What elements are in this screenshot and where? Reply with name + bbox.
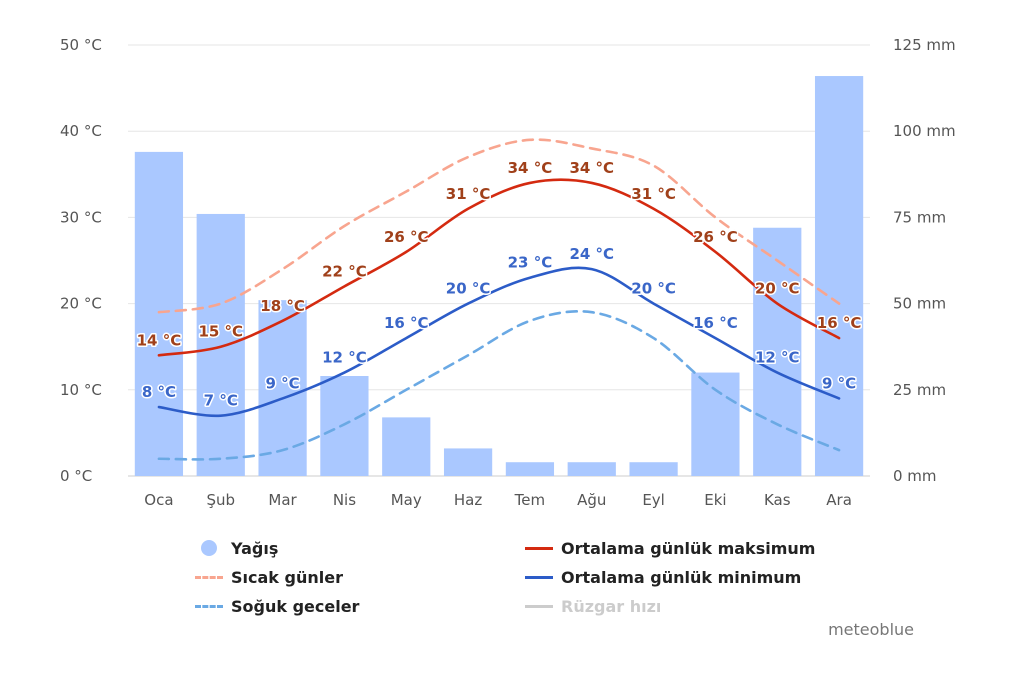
legend-label: Sıcak günler — [231, 567, 343, 587]
right-axis-tick-label: 50 mm — [893, 295, 946, 313]
right-axis-tick-label: 25 mm — [893, 381, 946, 399]
legend-item-precipitation[interactable]: Yağış — [195, 535, 278, 561]
precipitation-dot-icon — [195, 540, 223, 556]
precipitation-bar — [753, 227, 802, 476]
min-data-label: 9 °C — [822, 374, 856, 392]
max-data-label: 16 °C — [817, 314, 862, 332]
x-axis-tick-label: Haz — [454, 491, 482, 509]
precipitation-bar — [567, 462, 616, 476]
min-data-label: 12 °C — [322, 349, 367, 367]
legend-label: Yağış — [231, 538, 279, 558]
x-axis-tick-label: May — [391, 491, 422, 509]
x-axis-tick-label: Nis — [333, 491, 356, 509]
temperature-lines — [157, 138, 841, 461]
max-line — [157, 178, 841, 357]
legend-item-hot-days[interactable]: Sıcak günler — [195, 564, 343, 590]
left-axis-tick-label: 40 °C — [60, 122, 102, 140]
min-data-label: 8 °C — [142, 383, 176, 401]
solid-line-icon — [525, 540, 553, 556]
min-data-label: 16 °C — [384, 314, 429, 332]
min-data-label: 23 °C — [508, 254, 553, 272]
max-data-label: 34 °C — [508, 159, 553, 177]
precipitation-bars — [134, 76, 864, 477]
max-data-label: 31 °C — [631, 185, 676, 203]
hot-line — [157, 138, 841, 314]
x-axis-tick-label: Eki — [704, 491, 726, 509]
left-axis-tick-label: 50 °C — [60, 36, 102, 54]
right-axis-tick-label: 75 mm — [893, 208, 946, 226]
x-axis-tick-label: Kas — [764, 491, 791, 509]
precipitation-bar — [196, 213, 245, 476]
legend-item-cold-nights[interactable]: Soğuk geceler — [195, 593, 359, 619]
legend-label: Ortalama günlük maksimum — [561, 538, 816, 558]
x-axis-tick-label: Mar — [268, 491, 297, 509]
min-line — [157, 266, 841, 418]
min-data-label: 20 °C — [631, 280, 676, 298]
max-data-label: 34 °C — [569, 159, 614, 177]
solid-line-icon — [525, 598, 553, 614]
max-data-label: 15 °C — [198, 323, 243, 341]
min-data-label: 24 °C — [569, 245, 614, 263]
x-axis-tick-label: Şub — [206, 491, 235, 509]
left-axis-tick-label: 30 °C — [60, 208, 102, 226]
precipitation-bar — [814, 76, 864, 477]
max-data-label: 26 °C — [384, 228, 429, 246]
left-axis-tick-label: 10 °C — [60, 381, 102, 399]
legend-item-wind-speed[interactable]: Rüzgar hızı — [525, 593, 661, 619]
x-axis-tick-label: Eyl — [642, 491, 665, 509]
x-axis-tick-label: Tem — [514, 491, 545, 509]
cold-line — [157, 310, 841, 461]
precipitation-bar — [134, 151, 184, 476]
dashed-line-icon — [195, 569, 223, 585]
precipitation-bar — [443, 448, 493, 476]
precipitation-bar — [320, 376, 369, 476]
precipitation-bar — [505, 462, 555, 476]
grid-lines — [128, 44, 870, 477]
max-data-label: 20 °C — [755, 280, 800, 298]
right-axis-tick-label: 0 mm — [893, 467, 937, 485]
solid-line-icon — [525, 569, 553, 585]
axis-labels: 0 °C 10 °C 20 °C 30 °C 40 °C 50 °C 0 mm 25 mm 50… — [60, 36, 956, 509]
max-data-label: 22 °C — [322, 262, 367, 280]
credit-text[interactable]: meteoblue — [828, 620, 914, 639]
legend-label: Rüzgar hızı — [561, 596, 662, 616]
precipitation-bar — [691, 372, 740, 476]
right-axis-tick-label: 100 mm — [893, 122, 956, 140]
min-data-label: 9 °C — [265, 374, 299, 392]
climate-chart: 14 °C 15 °C 18 °C 22 °C 26 °C 31 °C 34 °C 34 °C… — [60, 36, 956, 509]
max-data-label: 26 °C — [693, 228, 738, 246]
max-data-label: 14 °C — [137, 331, 182, 349]
x-axis-tick-label: Ara — [826, 491, 852, 509]
x-axis-tick-label: Ağu — [577, 491, 606, 509]
dashed-line-icon — [195, 598, 223, 614]
legend-label: Soğuk geceler — [231, 596, 360, 616]
min-data-label: 7 °C — [204, 392, 238, 410]
legend-item-avg-min[interactable]: Ortalama günlük minimum — [525, 564, 801, 590]
right-axis-tick-label: 125 mm — [893, 36, 956, 54]
legend-label: Ortalama günlük minimum — [561, 567, 802, 587]
max-data-label: 31 °C — [446, 185, 491, 203]
min-data-label: 12 °C — [755, 349, 800, 367]
x-axis-tick-label: Oca — [144, 491, 173, 509]
min-data-label: 20 °C — [446, 280, 491, 298]
legend: Yağış Ortalama günlük maksimum Sıcak gün… — [195, 535, 895, 625]
left-axis-tick-label: 0 °C — [60, 467, 92, 485]
data-labels: 14 °C 15 °C 18 °C 22 °C 26 °C 31 °C 34 °C 34 °C… — [135, 157, 863, 411]
legend-item-avg-max[interactable]: Ortalama günlük maksimum — [525, 535, 815, 561]
max-data-label: 18 °C — [260, 297, 305, 315]
min-data-label: 16 °C — [693, 314, 738, 332]
left-axis-tick-label: 20 °C — [60, 295, 102, 313]
precipitation-bar — [382, 417, 431, 476]
precipitation-bar — [629, 462, 678, 476]
